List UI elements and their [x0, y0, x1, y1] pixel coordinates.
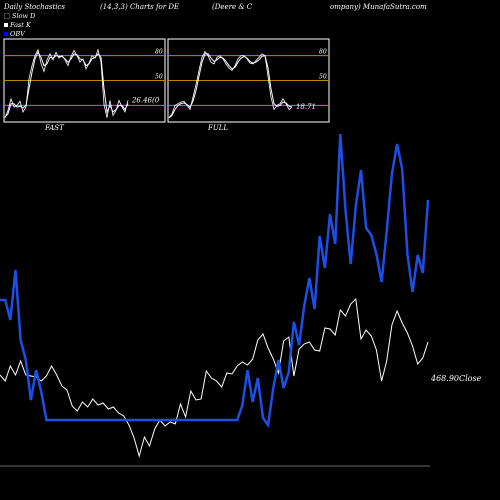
fast-level-label-50: 50 — [155, 74, 163, 81]
fast-last-value: 26.46(0 — [131, 96, 160, 104]
legend-label-fast-k: Fast K — [10, 21, 31, 29]
fast-slow-line — [4, 51, 129, 118]
full-last-value: 18.71 — [296, 103, 316, 111]
company-name-part-a: (Deere & C — [212, 3, 253, 11]
legend-swatch-obv — [4, 32, 8, 36]
full-level-label-50: 50 — [319, 74, 327, 81]
full-level-label-80: 80 — [319, 49, 327, 56]
legend-obv: OBV — [4, 30, 25, 38]
legend-slow-d: Slow D — [4, 12, 35, 20]
legend-fast-k: Fast K — [4, 21, 31, 29]
price-line — [0, 297, 429, 458]
legend-swatch-slow-d — [4, 13, 10, 19]
chart-title: Daily Stochastics — [4, 3, 66, 11]
company-name-part-b: ompany) MunafaSutra.com — [330, 3, 427, 11]
full-fast-line — [168, 50, 293, 119]
legend-label-obv: OBV — [10, 30, 25, 38]
fast-panel-label: FAST — [45, 124, 64, 132]
legend-label-slow-d: Slow D — [12, 12, 36, 20]
fast-level-label-80: 80 — [155, 49, 163, 56]
full-slow-line — [168, 53, 293, 119]
last-close-label: 468.90Close — [430, 374, 482, 383]
fast-fast-line — [4, 48, 129, 118]
obv-line — [0, 133, 430, 429]
chart-params: (14,3,3) Charts for DE — [100, 3, 180, 11]
legend-swatch-fast-k — [4, 23, 8, 27]
full-panel-label: FULL — [208, 124, 229, 132]
